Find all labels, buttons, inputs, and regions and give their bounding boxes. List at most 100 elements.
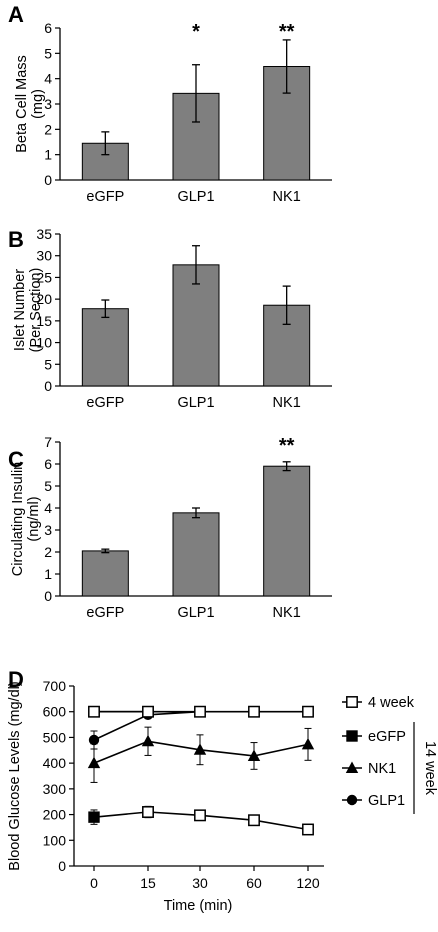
y-tick-label: 15 — [36, 313, 52, 329]
y-axis-label: Blood Glucose Levels (mg/dl) — [7, 681, 23, 870]
data-point — [302, 823, 314, 836]
data-point — [301, 737, 315, 750]
legend-item: NK1 — [342, 761, 396, 777]
y-axis-label: (mg) — [30, 89, 46, 119]
bar-egfp — [81, 550, 129, 597]
y-tick-label: 25 — [36, 269, 52, 285]
y-axis-label: (Per Section) — [28, 268, 44, 353]
y-tick-label: 500 — [43, 729, 67, 745]
panel-label-a: A — [8, 2, 24, 27]
y-axis-label: Circulating Insulin — [10, 462, 26, 576]
x-tick-label: eGFP — [86, 605, 124, 621]
y-tick-label: 2 — [44, 544, 52, 560]
y-tick-label: 400 — [43, 755, 67, 771]
y-tick-label: 10 — [36, 335, 52, 351]
panel-d: D 0 100 200 300 400 500 600 700 0 15 30 60 120 Time (… — [7, 667, 438, 914]
data-point — [193, 743, 207, 755]
bar-nk1 — [263, 465, 311, 597]
significance-mark: ** — [279, 435, 295, 457]
legend-label: GLP1 — [368, 793, 405, 809]
legend-item: 4 week — [342, 695, 415, 711]
y-tick-label: 5 — [44, 478, 52, 494]
y-tick-label: 0 — [44, 172, 52, 188]
y-axis-label: (ng/ml) — [26, 496, 42, 541]
x-tick-label: 0 — [90, 875, 98, 891]
series-4-week — [88, 705, 314, 718]
legend-group-label: 14 week — [422, 741, 438, 796]
panel-label-b: B — [8, 227, 24, 252]
panel-label-c: C — [8, 447, 24, 472]
series-line — [93, 811, 149, 818]
y-tick-label: 4 — [44, 71, 52, 87]
x-tick-label: eGFP — [86, 189, 124, 205]
legend-item: eGFP — [342, 729, 406, 745]
legend-label: NK1 — [368, 761, 396, 777]
y-axis-label: Beta Cell Mass — [14, 55, 30, 153]
legend-marker — [346, 794, 358, 806]
y-tick-label: 1 — [44, 147, 52, 163]
y-tick-label: 4 — [44, 500, 52, 516]
y-tick-label: 20 — [36, 291, 52, 307]
x-tick-label: NK1 — [273, 189, 301, 205]
y-tick-label: 700 — [43, 678, 67, 694]
bar-egfp — [81, 308, 129, 387]
panel-label-d: D — [8, 667, 24, 692]
y-tick-label: 3 — [44, 522, 52, 538]
series-nk1 — [87, 726, 315, 783]
significance-mark: ** — [279, 21, 295, 43]
data-point — [142, 806, 154, 818]
data-point — [141, 734, 155, 747]
y-tick-label: 35 — [36, 226, 52, 242]
panel-b: B 0 5 10 15 20 25 30 35 Islet Number (Per Section… — [8, 226, 332, 411]
legend-label: eGFP — [368, 729, 406, 745]
data-point — [247, 749, 261, 761]
bar-glp1 — [172, 512, 220, 597]
x-tick-label: NK1 — [273, 605, 301, 621]
y-tick-label: 6 — [44, 456, 52, 472]
data-point — [248, 814, 260, 827]
x-tick-label: NK1 — [273, 395, 301, 411]
y-axis-label: Islet Number — [12, 269, 28, 351]
data-point — [87, 756, 101, 769]
data-point — [142, 705, 154, 718]
legend: 4 week eGFP NK1 GLP1 14 week — [342, 695, 438, 814]
x-tick-label: eGFP — [86, 395, 124, 411]
legend-label: 4 week — [368, 695, 415, 711]
y-tick-label: 100 — [43, 832, 67, 848]
series-line — [147, 811, 309, 831]
significance-mark: * — [192, 21, 200, 43]
y-tick-label: 300 — [43, 781, 67, 797]
data-point — [248, 705, 260, 718]
data-point — [194, 809, 206, 822]
bar-egfp — [81, 142, 129, 181]
x-tick-label: 60 — [246, 875, 262, 891]
panel-c: C 0 1 2 3 4 5 6 7 Circulating Insulin (ng/ml) eGFP… — [8, 434, 332, 621]
y-tick-label: 30 — [36, 248, 52, 264]
y-tick-label: 0 — [44, 588, 52, 604]
legend-marker — [345, 761, 359, 773]
data-point — [88, 811, 100, 823]
x-tick-label: 15 — [140, 875, 156, 891]
data-point — [88, 734, 100, 746]
data-point — [302, 705, 314, 718]
x-tick-label: GLP1 — [177, 189, 214, 205]
bar-glp1 — [172, 264, 220, 387]
y-tick-label: 0 — [58, 858, 66, 874]
y-tick-label: 600 — [43, 704, 67, 720]
series-group-5 — [142, 806, 314, 836]
legend-marker — [346, 730, 358, 742]
x-tick-label: 30 — [192, 875, 208, 891]
data-point — [88, 705, 100, 718]
y-tick-label: 5 — [44, 45, 52, 61]
y-tick-label: 6 — [44, 20, 52, 36]
panel-a: A 0 1 2 3 4 5 6 Beta Cell Mass (mg) eGFP GLP1 * NK1 *… — [8, 2, 332, 205]
y-tick-label: 5 — [44, 356, 52, 372]
x-tick-label: GLP1 — [177, 395, 214, 411]
x-axis-label: Time (min) — [164, 898, 233, 914]
legend-item: GLP1 — [342, 793, 405, 809]
data-point — [194, 705, 206, 718]
y-tick-label: 0 — [44, 378, 52, 394]
y-tick-label: 2 — [44, 121, 52, 137]
x-tick-label: GLP1 — [177, 605, 214, 621]
